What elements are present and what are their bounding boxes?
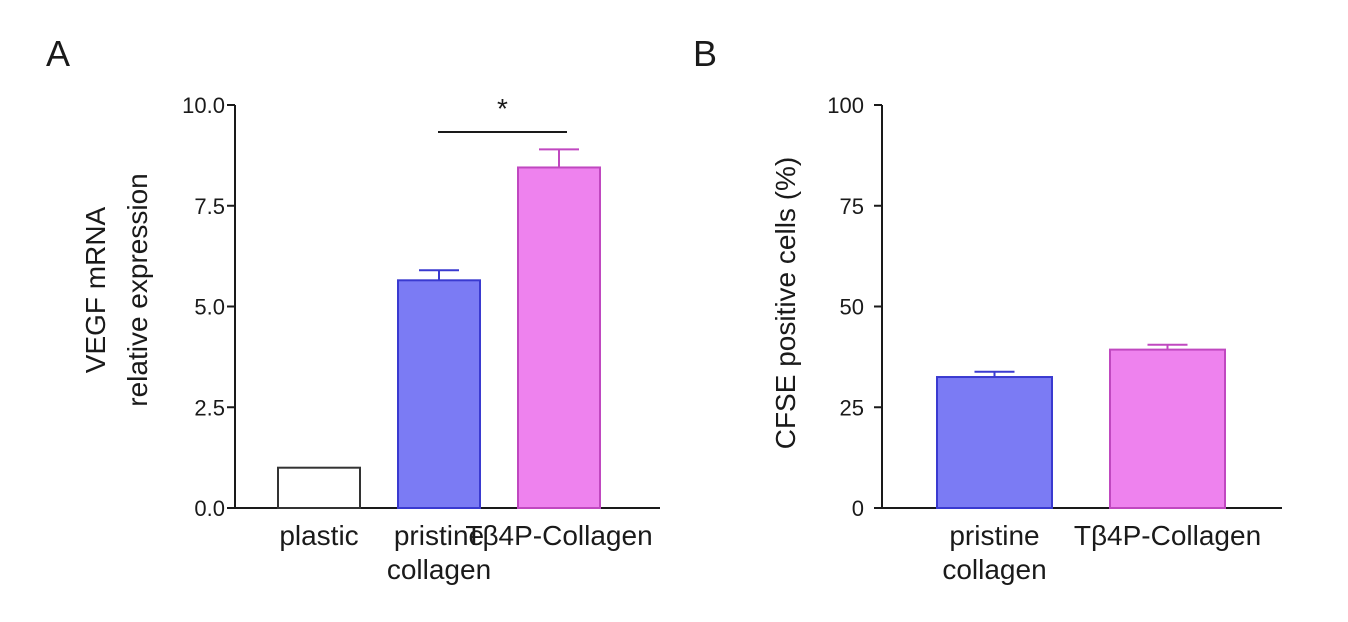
category-label-b-0: pristine — [949, 520, 1039, 551]
panel-a-chart: A 0.0 2.5 5.0 7.5 10.0 VEGF mRNA relative expre… — [46, 33, 660, 585]
y-tick-label-a: 5.0 — [194, 295, 225, 320]
y-tick-label-b: 0 — [852, 496, 864, 521]
y-tick-label-a: 7.5 — [194, 194, 225, 219]
y-tick-label-b: 100 — [827, 93, 864, 118]
panel-label-a: A — [46, 33, 70, 74]
bar-a-1 — [397, 279, 481, 509]
category-label-a-2: Tβ4P-Collagen — [465, 520, 652, 551]
bar-b-1 — [1109, 348, 1226, 509]
bar-b-0 — [936, 376, 1053, 509]
y-tick-label-b: 25 — [840, 395, 864, 420]
y-tick-label-a: 10.0 — [182, 93, 225, 118]
panel-b-chart: B 0 25 50 75 100 CFSE positive cells (%) pristi… — [693, 33, 1282, 585]
bar-a-0 — [277, 466, 361, 510]
category-label-a-1: pristine — [394, 520, 484, 551]
y-axis-title-b: CFSE positive cells (%) — [770, 157, 801, 450]
bar-a-2 — [517, 166, 601, 509]
y-tick-label-a: 0.0 — [194, 496, 225, 521]
category-label-b-0: collagen — [942, 554, 1046, 585]
panel-label-b: B — [693, 33, 717, 74]
y-tick-label-b: 50 — [840, 295, 864, 320]
y-tick-label-a: 2.5 — [194, 395, 225, 420]
y-axis-title-a: VEGF mRNA — [80, 206, 111, 373]
category-label-a-1: collagen — [387, 554, 491, 585]
category-label-a-0: plastic — [279, 520, 358, 551]
category-label-b-1: Tβ4P-Collagen — [1074, 520, 1261, 551]
significance-label-a: * — [497, 93, 508, 124]
y-axis-title-a: relative expression — [122, 173, 153, 406]
y-tick-label-b: 75 — [840, 194, 864, 219]
